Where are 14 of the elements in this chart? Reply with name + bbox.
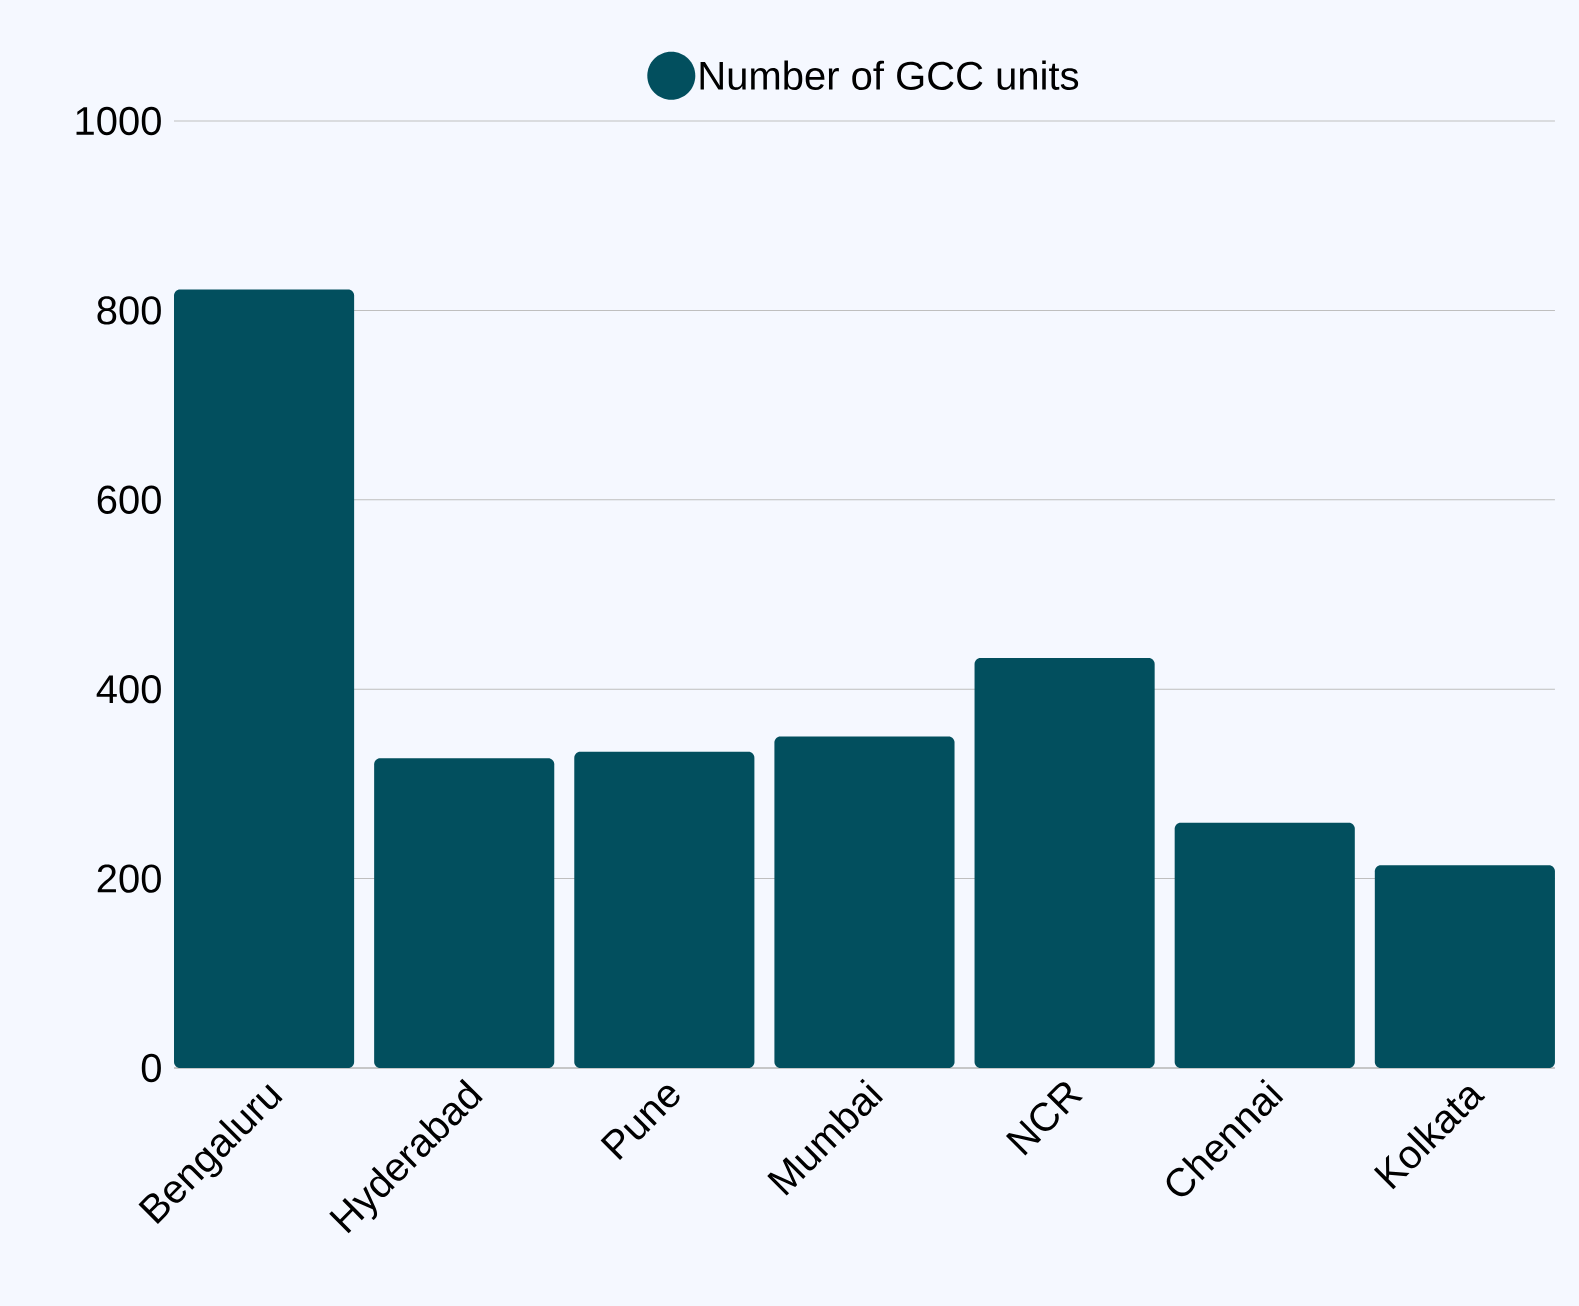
y-tick-label: 0 [141, 1053, 161, 1083]
legend-label: Number of GCC units [700, 60, 1079, 90]
y-tick-label: 600 [97, 485, 161, 514]
y-tick-label: 400 [96, 675, 161, 704]
bar [774, 736, 955, 1068]
y-tick-label: 1000 [76, 106, 161, 136]
bar [1374, 865, 1555, 1068]
y-tick-label: 800 [97, 296, 161, 325]
bar [574, 751, 755, 1068]
bar [174, 289, 355, 1068]
bar [974, 657, 1155, 1068]
bar [1174, 822, 1355, 1068]
y-tick-label: 200 [97, 864, 161, 893]
bar [374, 758, 555, 1068]
